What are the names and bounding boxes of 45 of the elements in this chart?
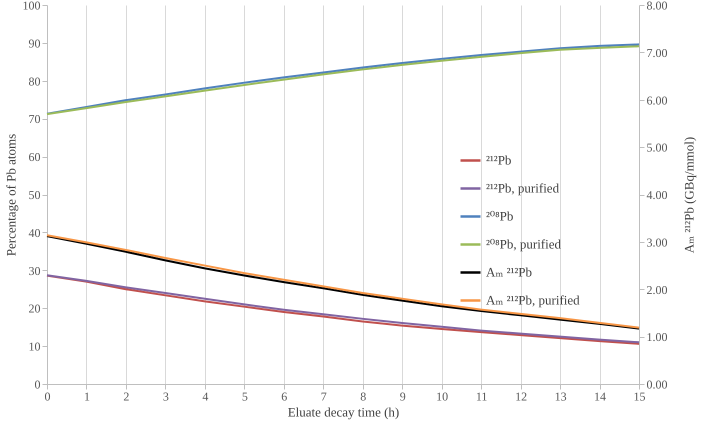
y-tick-label: 10 [28,340,40,354]
x-tick-label: 11 [476,390,488,404]
legend-label: Aₘ ²¹²Pb, purified [486,292,580,308]
x-tick-label: 0 [44,390,50,404]
legend-label: ²⁰⁸Pb [486,208,514,224]
x-tick-label: 8 [360,390,366,404]
x-tick-label: 6 [281,390,288,404]
y-tick-label: 70 [28,112,40,126]
y2-tick-label: 8.00 [646,0,668,12]
x-tick-label: 1 [84,390,90,404]
y-tick-label: 80 [28,74,40,88]
x-axis-title: Eluate decay time (h) [288,404,400,420]
x-tick-label: 10 [436,390,448,404]
y-tick-label: 30 [28,264,40,278]
y2-tick-label: 7.00 [646,46,668,60]
y-tick-label: 90 [28,36,40,50]
legend-label: ²⁰⁸Pb, purified [486,236,562,252]
x-tick-label: 5 [242,390,248,404]
y2-tick-label: 1.00 [646,330,668,344]
y2-tick-label: 2.00 [646,282,668,297]
legend-label: Aₘ ²¹²Pb [486,264,532,280]
y2-axis-title: Aₘ ²¹²Pb (GBq/mmol) [682,136,696,254]
legend-label: ²¹²Pb, purified [486,180,560,196]
y-tick-label: 60 [28,150,40,164]
y-tick-label: 0 [34,378,40,392]
y-tick-label: 100 [22,0,40,12]
y-tick-label: 40 [28,226,40,240]
x-tick-label: 9 [400,390,406,404]
x-tick-label: 12 [515,390,528,404]
y-tick-label: 20 [28,302,40,316]
y2-tick-label: 5.00 [646,140,668,155]
x-tick-label: 3 [162,390,169,404]
y-tick-label: 50 [28,188,40,202]
x-tick-label: 15 [634,390,646,404]
y2-tick-label: 0.00 [646,378,668,392]
x-tick-label: 13 [554,390,567,404]
x-tick-label: 2 [123,390,130,404]
legend-label: ²¹²Pb [486,152,512,168]
x-tick-label: 14 [594,390,606,404]
y2-tick-label: 6.00 [646,93,668,108]
y2-tick-label: 3.00 [646,235,668,250]
x-tick-label: 7 [320,390,327,404]
y-axis-title: Percentage of Pb atoms [4,134,18,256]
y2-tick-label: 4.00 [646,188,668,202]
x-tick-label: 4 [202,390,208,404]
